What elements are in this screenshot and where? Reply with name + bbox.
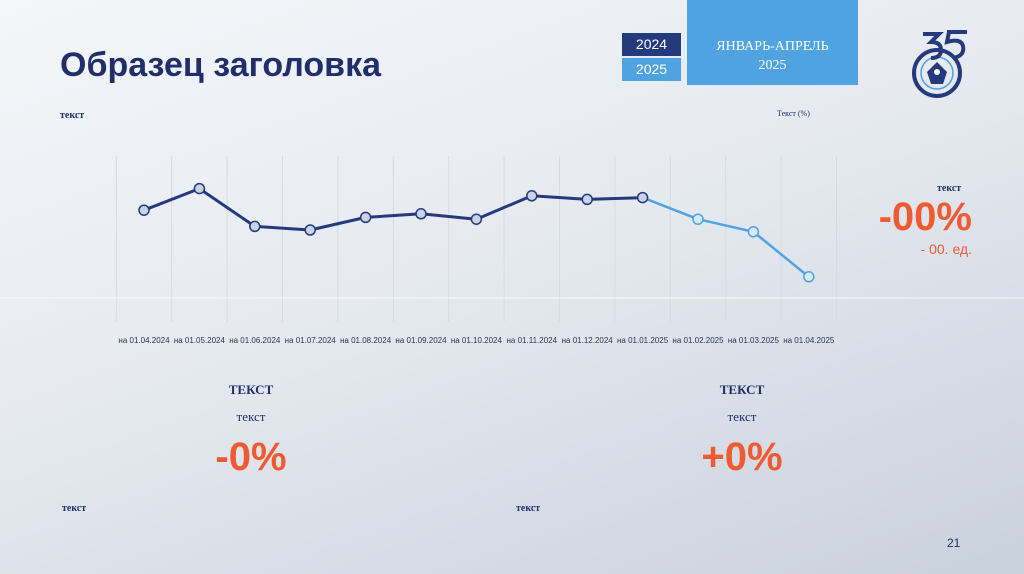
stat-left-heading: ТЕКСТ <box>228 382 274 397</box>
x-tick-label: на 01.03.2025 <box>728 336 780 345</box>
data-point <box>138 204 150 216</box>
stat-right-heading: ТЕКСТ <box>719 382 765 397</box>
period-badge: ЯНВАРЬ-АПРЕЛЬ 2025 <box>687 0 858 85</box>
x-tick-label: на 01.07.2024 <box>285 336 337 345</box>
x-tick-label: на 01.02.2025 <box>672 336 724 345</box>
stat-right-note: текст <box>516 503 541 514</box>
period-months: ЯНВАРЬ-АПРЕЛЬ <box>716 39 829 54</box>
stat-left-value: -0% <box>215 435 287 479</box>
x-tick-label: на 01.04.2024 <box>118 336 170 345</box>
x-tick-label: на 01.01.2025 <box>617 336 669 345</box>
legend-year-2025: 2025 <box>622 58 681 81</box>
side-stat-value: -00% <box>878 195 972 239</box>
chart-left-label: текст <box>60 110 85 121</box>
stat-left-note: текст <box>62 503 87 514</box>
data-point <box>636 191 649 204</box>
data-point <box>470 213 483 225</box>
data-point <box>304 224 316 236</box>
data-point <box>415 208 427 220</box>
side-stat-label: текст <box>937 183 962 194</box>
stat-left-sub: текст <box>236 409 266 424</box>
legend-year-2024: 2024 <box>622 33 681 56</box>
page-title: Образец заголовка <box>60 46 381 84</box>
data-point <box>747 226 760 238</box>
series-0-line <box>143 187 643 232</box>
stat-right-sub: текст <box>727 409 757 424</box>
stat-right-value: +0% <box>701 435 783 479</box>
x-tick-label: на 01.12.2024 <box>562 336 614 345</box>
data-point <box>692 213 704 225</box>
data-point <box>803 271 815 283</box>
page-number: 21 <box>947 536 961 550</box>
x-tick-label: на 01.11.2024 <box>507 336 558 345</box>
series-1-line <box>642 196 810 278</box>
x-tick-label: на 01.04.2025 <box>783 336 835 345</box>
emblem-logo-icon <box>912 30 967 98</box>
data-point <box>359 211 372 224</box>
x-tick-label: на 01.08.2024 <box>340 336 392 345</box>
data-point <box>249 220 261 233</box>
data-point <box>581 193 593 206</box>
chart-right-label: Текст (%) <box>777 109 810 118</box>
data-point <box>193 182 206 195</box>
x-tick-label: на 01.05.2024 <box>174 336 226 345</box>
data-point <box>526 190 538 202</box>
period-year: 2025 <box>758 58 787 73</box>
x-tick-label: на 01.06.2024 <box>229 336 281 345</box>
x-tick-label: на 01.10.2024 <box>451 336 503 345</box>
side-stat-unit: - 00. ед. <box>920 241 972 257</box>
x-tick-label: на 01.09.2024 <box>395 336 447 345</box>
